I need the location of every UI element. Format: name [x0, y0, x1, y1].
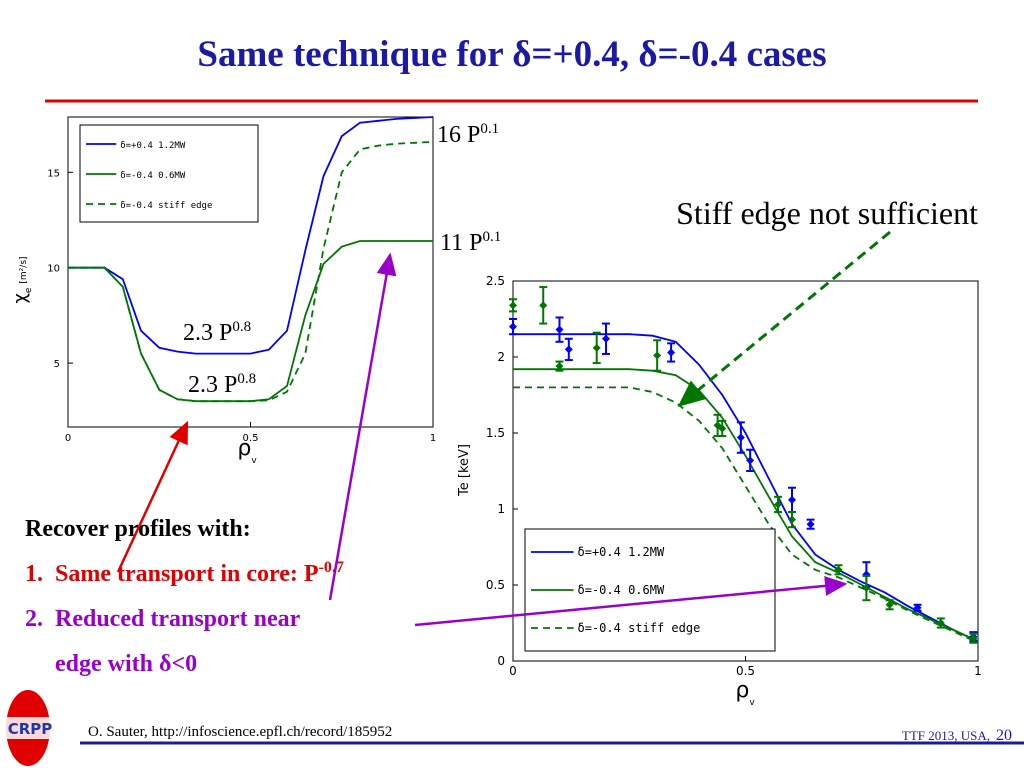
y-tick-label: 1	[497, 502, 505, 516]
data-point	[913, 603, 922, 612]
data-point	[774, 500, 783, 509]
y-tick-label: 15	[47, 168, 60, 179]
data-point	[667, 348, 676, 357]
bullet-text: Reduced transport near	[55, 606, 301, 632]
annotation-note: Stiff edge not sufficient	[676, 195, 978, 231]
bullet-text: Same transport in core: P-0.7	[55, 559, 344, 587]
data-point	[592, 343, 601, 352]
annotation-sup: 0.8	[232, 319, 251, 335]
annotation: 2.3 P0.8	[188, 371, 256, 398]
data-point	[788, 495, 796, 504]
x-tick-label: 0.5	[243, 433, 259, 444]
data-point	[736, 433, 745, 442]
legend-label: δ=-0.4 stiff edge	[120, 201, 212, 211]
y-axis-label: χ	[10, 293, 31, 303]
y-tick-label: 2	[497, 350, 505, 364]
x-axis-label: ρ	[237, 436, 251, 461]
footer-source: O. Sauter, http://infoscience.epfl.ch/re…	[88, 724, 392, 740]
annotation: 11 P	[440, 230, 482, 256]
y-axis-label-unit: [m²/s]	[19, 256, 29, 283]
legend-label: δ=-0.4 stiff edge	[578, 621, 701, 635]
series-line	[513, 368, 979, 643]
data-point	[806, 520, 815, 529]
data-point	[602, 334, 610, 343]
logo-text: CRPP	[8, 720, 53, 738]
data-point	[555, 325, 564, 334]
annotation-sup: 0.8	[237, 371, 256, 387]
x-axis-label: ρ	[735, 678, 749, 703]
data-point	[509, 322, 517, 331]
legend-label: δ=+0.4 1.2MW	[578, 545, 665, 559]
annotation: 11 P0.1	[440, 229, 501, 256]
series-line	[68, 116, 434, 355]
arrow	[414, 575, 848, 627]
data-point	[555, 362, 564, 371]
series-line	[513, 386, 979, 644]
series-line	[513, 333, 979, 643]
x-axis-label: ρv	[237, 436, 257, 466]
data-point	[862, 584, 871, 593]
annotation-sup: 0.1	[482, 229, 501, 245]
arrow	[677, 230, 891, 407]
y-axis-label: χe [m²/s]	[10, 256, 34, 303]
annotation: 2.3 P0.8	[183, 319, 251, 346]
data-point	[564, 345, 573, 354]
bullet-text: Same transport in core: P	[55, 561, 319, 587]
y-tick-label: 0	[497, 654, 505, 668]
series-line	[68, 140, 434, 403]
x-tick-label: 0.5	[736, 664, 755, 678]
bullet-text: edge with δ<0	[55, 651, 197, 677]
x-axis-label-sub: v	[251, 456, 257, 466]
data-point	[936, 619, 945, 627]
bullet-number: 1.	[25, 561, 43, 587]
y-tick-label: 1.5	[486, 426, 505, 440]
x-tick-label: 1	[430, 433, 436, 444]
annotation: 2.3 P	[188, 372, 237, 398]
logo-band	[0, 717, 60, 739]
arrow	[328, 252, 397, 601]
slide-title: Same technique for δ=+0.4, δ=-0.4 cases	[197, 34, 826, 75]
x-tick-label: 1	[974, 664, 982, 678]
y-tick-label: 10	[47, 264, 60, 275]
data-point	[788, 515, 796, 524]
footer-event: TTF 2013, USA,	[902, 728, 990, 743]
y-tick-label: 5	[54, 359, 60, 370]
x-axis-label: ρv	[735, 678, 755, 708]
legend-label: δ=-0.4 0.6MW	[120, 171, 186, 181]
y-axis-label-sub: e	[24, 287, 34, 293]
arrow	[116, 420, 189, 573]
annotation: 2.3 P	[183, 320, 232, 346]
x-axis-label-sub: v	[749, 698, 755, 708]
data-point	[885, 600, 894, 609]
data-point	[718, 424, 727, 433]
y-axis-label: Te [keV]	[457, 444, 472, 497]
annotation-sup: 0.1	[480, 121, 499, 137]
annotation: 16 P0.1	[437, 121, 499, 148]
y-tick-label: 2.5	[486, 274, 505, 288]
data-point	[539, 301, 548, 310]
footer-page: 20	[996, 727, 1012, 744]
x-tick-label: 0	[509, 664, 517, 678]
data-point	[834, 565, 843, 574]
y-axis-label: Te [keV]	[457, 444, 472, 497]
bullet-number: 2.	[25, 606, 43, 632]
y-tick-label: 0.5	[486, 578, 505, 592]
data-point	[509, 301, 517, 310]
data-point	[746, 456, 755, 465]
legend-label: δ=+0.4 1.2MW	[120, 141, 186, 151]
data-point	[653, 351, 662, 360]
annotation: 16 P	[437, 122, 480, 148]
data-point	[969, 634, 978, 643]
legend-label: δ=-0.4 0.6MW	[578, 583, 665, 597]
x-tick-label: 0	[65, 433, 71, 444]
bullet-sup: -0.7	[319, 559, 344, 576]
